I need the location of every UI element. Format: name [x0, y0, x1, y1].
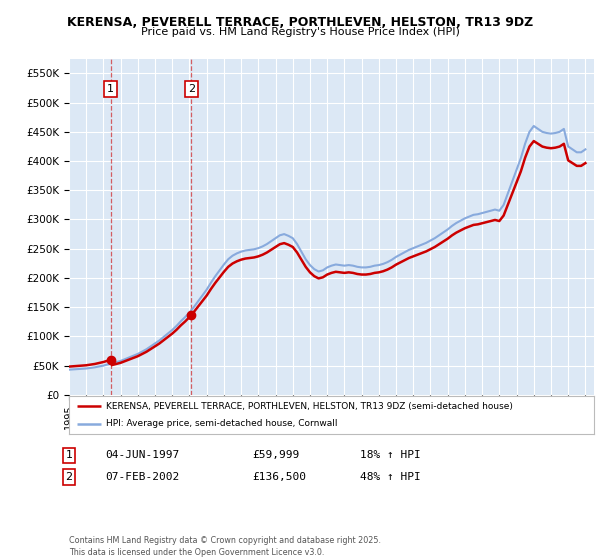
- Text: KERENSA, PEVERELL TERRACE, PORTHLEVEN, HELSTON, TR13 9DZ: KERENSA, PEVERELL TERRACE, PORTHLEVEN, H…: [67, 16, 533, 29]
- Text: Contains HM Land Registry data © Crown copyright and database right 2025.
This d: Contains HM Land Registry data © Crown c…: [69, 536, 381, 557]
- Text: 1: 1: [65, 450, 73, 460]
- Text: 2: 2: [65, 472, 73, 482]
- Text: 48% ↑ HPI: 48% ↑ HPI: [360, 472, 421, 482]
- Text: £136,500: £136,500: [252, 472, 306, 482]
- Text: 04-JUN-1997: 04-JUN-1997: [105, 450, 179, 460]
- Text: 07-FEB-2002: 07-FEB-2002: [105, 472, 179, 482]
- Text: £59,999: £59,999: [252, 450, 299, 460]
- Text: 2: 2: [188, 84, 195, 94]
- Text: HPI: Average price, semi-detached house, Cornwall: HPI: Average price, semi-detached house,…: [106, 419, 337, 428]
- Text: KERENSA, PEVERELL TERRACE, PORTHLEVEN, HELSTON, TR13 9DZ (semi-detached house): KERENSA, PEVERELL TERRACE, PORTHLEVEN, H…: [106, 402, 512, 410]
- Text: Price paid vs. HM Land Registry's House Price Index (HPI): Price paid vs. HM Land Registry's House …: [140, 27, 460, 37]
- Text: 1: 1: [107, 84, 115, 94]
- Text: 18% ↑ HPI: 18% ↑ HPI: [360, 450, 421, 460]
